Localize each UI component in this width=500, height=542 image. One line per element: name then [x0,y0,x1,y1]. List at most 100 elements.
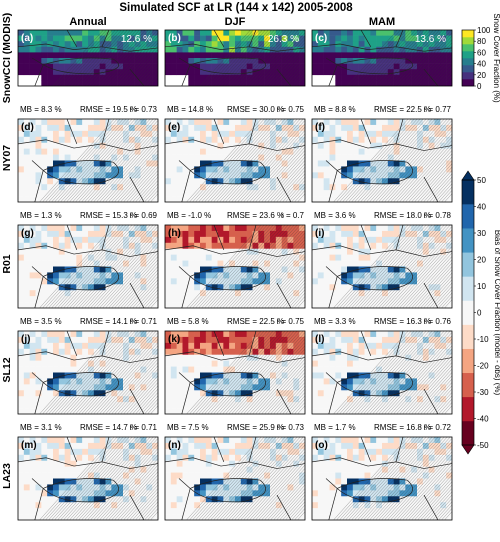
map-cell [53,64,59,70]
map-cell [129,261,135,267]
map-cell [218,367,224,373]
map-cell [24,390,30,396]
map-cell [36,47,42,53]
stat-rmse: RMSE = 22.5 % [374,105,431,114]
map-cell [335,361,341,367]
map-cell [353,166,359,172]
map-cell [312,272,318,278]
map-cell [335,119,341,125]
map-cell [24,484,30,490]
map-cell [318,361,324,367]
map-cell [36,490,42,496]
panel-letter: (a) [21,33,33,44]
map-cell [388,349,394,355]
map-cell [365,149,371,155]
map-cell [41,343,47,349]
map-cell [76,443,82,449]
map-cell [59,30,65,36]
map-cell [312,267,318,273]
map-cell [183,249,189,255]
map-cell [24,384,30,390]
map-cell [312,296,318,302]
map-cell [341,231,347,237]
map-cell [353,237,359,243]
map-cell [88,443,94,449]
map-cell [129,349,135,355]
map-cell [194,284,200,290]
map-cell [200,467,206,473]
map-cell [194,80,200,86]
map-cell [18,508,24,514]
map-cell [212,261,218,267]
map-cell [241,331,247,337]
map-cell [353,125,359,131]
map-cell [59,119,65,125]
map-cell [353,367,359,373]
map-cell [165,390,171,396]
map-cell [264,378,270,384]
map-cell [152,502,158,508]
map-cell [117,131,123,137]
map-cell [71,196,77,202]
map-cell [370,131,376,137]
map-cell [376,225,382,231]
map-cell [47,225,53,231]
map-cell [65,161,71,167]
map-cell [288,337,294,343]
map-cell [288,178,294,184]
map-cell [36,52,42,58]
map-cell [41,355,47,361]
map-cell [171,278,177,284]
map-cell [82,166,88,172]
map-cell [183,272,189,278]
map-cell [299,237,305,243]
map-cell [24,155,30,161]
map-cell [330,166,336,172]
map-cell [235,437,241,443]
map-cell [188,231,194,237]
map-cell [24,58,30,64]
map-cell [446,290,452,296]
map-cell [36,36,42,42]
map-cell [200,378,206,384]
map-cell [47,261,53,267]
map-cell [171,396,177,402]
map-cell [370,125,376,131]
map-cell [341,249,347,255]
map-cell [194,184,200,190]
map-cell [59,490,65,496]
map-cell [165,479,171,485]
map-cell [165,384,171,390]
map-cell [312,408,318,414]
map-cell [18,52,24,58]
map-cell [24,402,30,408]
map-cell [312,243,318,249]
map-cell [229,337,235,343]
map-cell [288,284,294,290]
map-cell [177,355,183,361]
map-cell [88,52,94,58]
map-cell [188,373,194,379]
map-cell [141,337,147,343]
map-cell [88,337,94,343]
map-cell [376,361,382,367]
map-cell [71,41,77,47]
map-cell [36,384,42,390]
panel-letter: (i) [315,228,324,239]
map-cell [324,331,330,337]
map-cell [365,261,371,267]
column-title-djf: DJF [225,16,246,28]
map-cell [376,41,382,47]
map-cell [370,36,376,42]
map-cell [318,196,324,202]
map-cell [82,361,88,367]
map-cell [59,278,65,284]
map-cell [353,243,359,249]
map-cell [41,190,47,196]
map-cell [330,155,336,161]
map-cell [353,155,359,161]
map-cell [71,331,77,337]
map-cell [318,155,324,161]
map-cell [71,30,77,36]
